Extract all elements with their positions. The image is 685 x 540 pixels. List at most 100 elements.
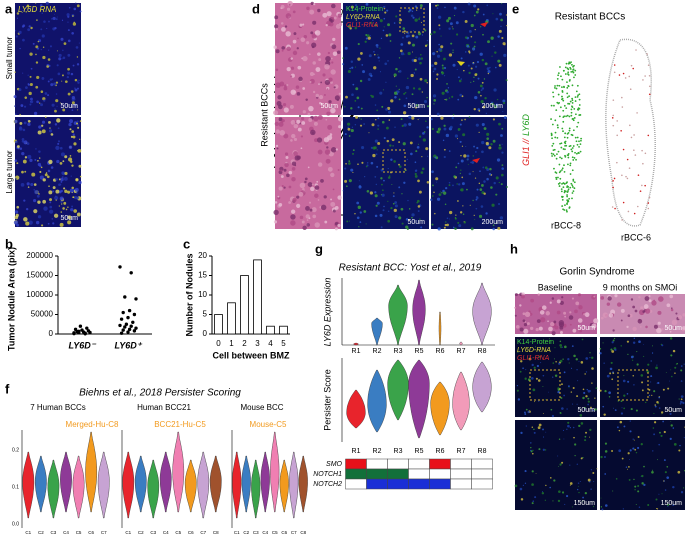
cell	[377, 124, 380, 127]
cell	[570, 148, 573, 151]
cell	[70, 208, 74, 212]
cell	[445, 221, 447, 223]
cell	[645, 325, 648, 329]
cell	[403, 170, 405, 172]
cell	[387, 23, 390, 27]
cell	[357, 205, 361, 209]
cell	[403, 92, 406, 95]
cell	[452, 226, 455, 229]
cell	[648, 295, 651, 297]
cell	[374, 23, 378, 27]
cell	[563, 85, 565, 88]
cell	[307, 182, 313, 188]
cell	[71, 101, 75, 105]
cell	[459, 93, 462, 97]
cell	[354, 66, 357, 68]
cell	[576, 125, 579, 128]
cell	[571, 156, 574, 159]
cell	[592, 472, 595, 475]
cell	[288, 185, 292, 189]
cell	[62, 56, 66, 60]
cell	[15, 35, 18, 38]
cell	[520, 431, 523, 435]
point	[132, 312, 137, 317]
cell	[311, 33, 317, 39]
y-tick-label: 150000	[26, 271, 53, 280]
cell	[571, 345, 574, 348]
cell	[61, 203, 63, 205]
cell	[551, 144, 554, 147]
cell	[582, 388, 585, 391]
cell	[47, 49, 50, 51]
cell	[633, 212, 636, 215]
cell	[322, 12, 328, 18]
cell	[375, 153, 378, 156]
cell	[274, 24, 279, 29]
label: 9 months on SMOi	[603, 282, 678, 292]
y-tick-label: 0.2	[12, 447, 19, 453]
cell	[78, 42, 80, 44]
cell	[662, 420, 664, 423]
cell	[488, 146, 492, 150]
cell	[571, 197, 573, 200]
micrograph	[431, 3, 507, 115]
cell	[552, 91, 554, 94]
cell	[39, 157, 41, 159]
cell	[67, 39, 71, 43]
cell	[72, 133, 75, 136]
cell	[566, 210, 568, 213]
cell	[682, 401, 685, 405]
cell	[74, 103, 77, 107]
cell	[562, 429, 565, 432]
cell	[619, 420, 623, 424]
cell	[576, 403, 578, 405]
cell	[460, 169, 462, 171]
cell	[566, 154, 569, 157]
cell	[308, 118, 313, 122]
cell	[417, 119, 419, 121]
cell	[578, 491, 580, 494]
cell	[42, 178, 46, 182]
cell	[281, 49, 284, 52]
cell	[277, 95, 282, 100]
cell	[274, 121, 279, 126]
cell	[76, 56, 79, 58]
cell	[477, 77, 480, 80]
cell	[615, 478, 618, 480]
point	[124, 322, 129, 326]
cell	[348, 220, 350, 222]
x-tick-label: C5	[175, 530, 181, 535]
cell	[559, 66, 561, 68]
cell	[542, 428, 544, 431]
cell	[633, 384, 635, 386]
cell	[18, 88, 22, 92]
cell	[376, 149, 378, 151]
cell	[498, 29, 502, 33]
cell	[627, 314, 631, 318]
cell	[461, 182, 465, 186]
matrix-cell	[387, 468, 409, 480]
cell	[614, 348, 617, 352]
cell	[568, 387, 570, 389]
cell	[551, 297, 555, 300]
cell	[648, 93, 651, 96]
cell	[561, 95, 563, 98]
cell	[393, 73, 397, 77]
cell	[638, 296, 641, 299]
cell	[444, 203, 447, 206]
cell	[672, 349, 676, 353]
cell	[330, 172, 335, 178]
cell	[385, 81, 387, 83]
cell	[525, 425, 527, 427]
cell	[337, 195, 342, 200]
cell	[398, 57, 401, 59]
cell	[395, 67, 398, 71]
cell	[572, 159, 575, 161]
label: 50um	[577, 407, 595, 414]
cell	[442, 191, 447, 195]
cell	[72, 135, 76, 139]
cell	[616, 134, 618, 137]
cell	[19, 126, 22, 129]
violin	[172, 431, 185, 513]
cell	[338, 116, 343, 122]
